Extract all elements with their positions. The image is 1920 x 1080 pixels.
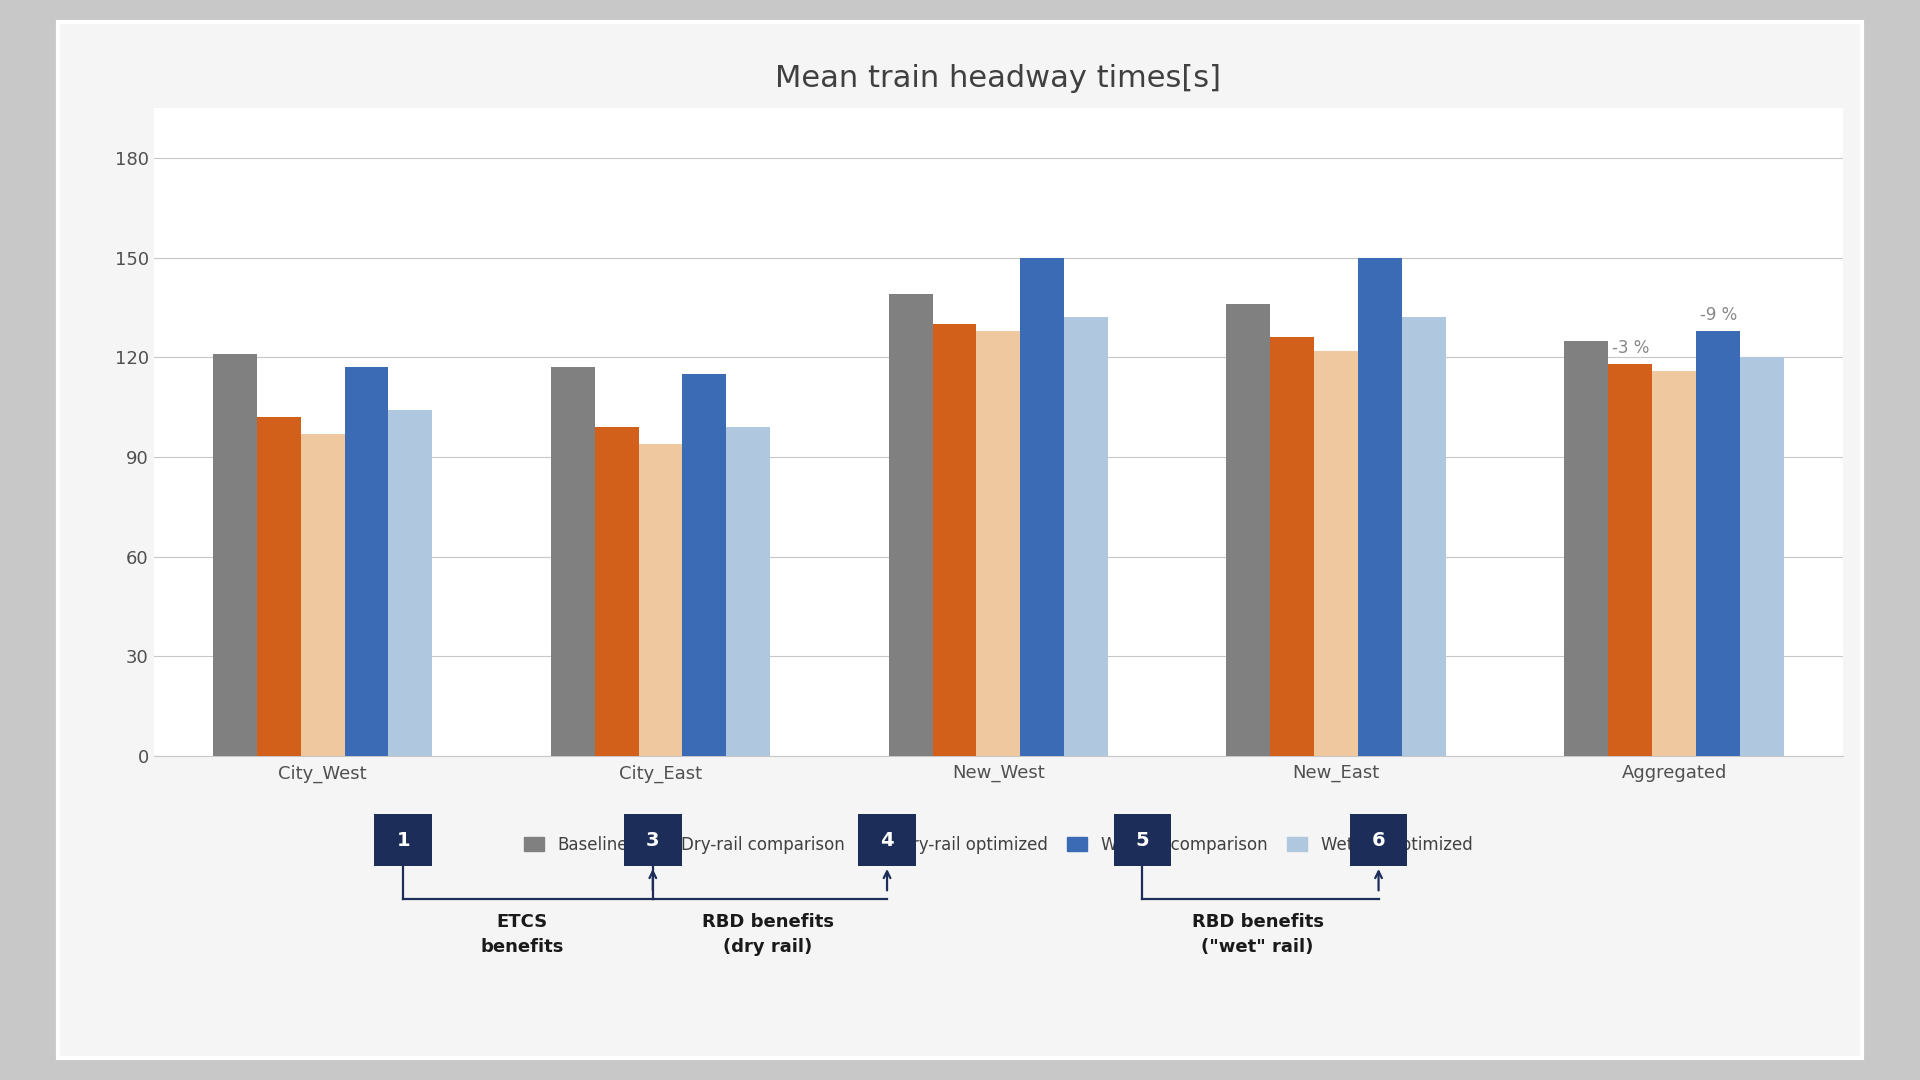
Text: 1: 1 [396,831,411,850]
Bar [301,434,344,756]
Legend: Baseline, Dry-rail comparison, Dry-rail optimized, Wet-rail comparison, Wet-rail: Baseline, Dry-rail comparison, Dry-rail … [518,829,1478,861]
Bar [388,410,432,756]
Text: 5: 5 [1135,831,1150,850]
Bar [933,324,977,756]
Bar [682,374,726,756]
Bar [1271,337,1315,756]
Text: 6: 6 [1371,831,1386,850]
Text: ETCS
benefits: ETCS benefits [480,913,564,956]
Bar [639,444,682,756]
Bar [1402,318,1446,756]
Bar [551,367,595,756]
Bar [1064,318,1108,756]
Text: 4: 4 [879,831,895,850]
Bar [1565,340,1609,756]
Bar [595,427,639,756]
Text: -3 %: -3 % [1611,339,1649,357]
Bar [1020,257,1064,756]
Bar [1609,364,1653,756]
Bar [1740,357,1784,756]
Bar [1315,351,1357,756]
Text: RBD benefits
(dry rail): RBD benefits (dry rail) [703,913,833,956]
Text: 3: 3 [645,831,660,850]
Title: Mean train headway times[s]: Mean train headway times[s] [776,64,1221,93]
Bar [1227,305,1271,756]
Bar [889,294,933,756]
Text: RBD benefits
("wet" rail): RBD benefits ("wet" rail) [1192,913,1323,956]
Text: -9 %: -9 % [1699,306,1738,324]
Bar [213,354,257,756]
Bar [1653,370,1695,756]
Bar [1357,257,1402,756]
Bar [977,330,1020,756]
Bar [257,417,301,756]
Bar [726,427,770,756]
Bar [1695,330,1740,756]
Bar [344,367,388,756]
